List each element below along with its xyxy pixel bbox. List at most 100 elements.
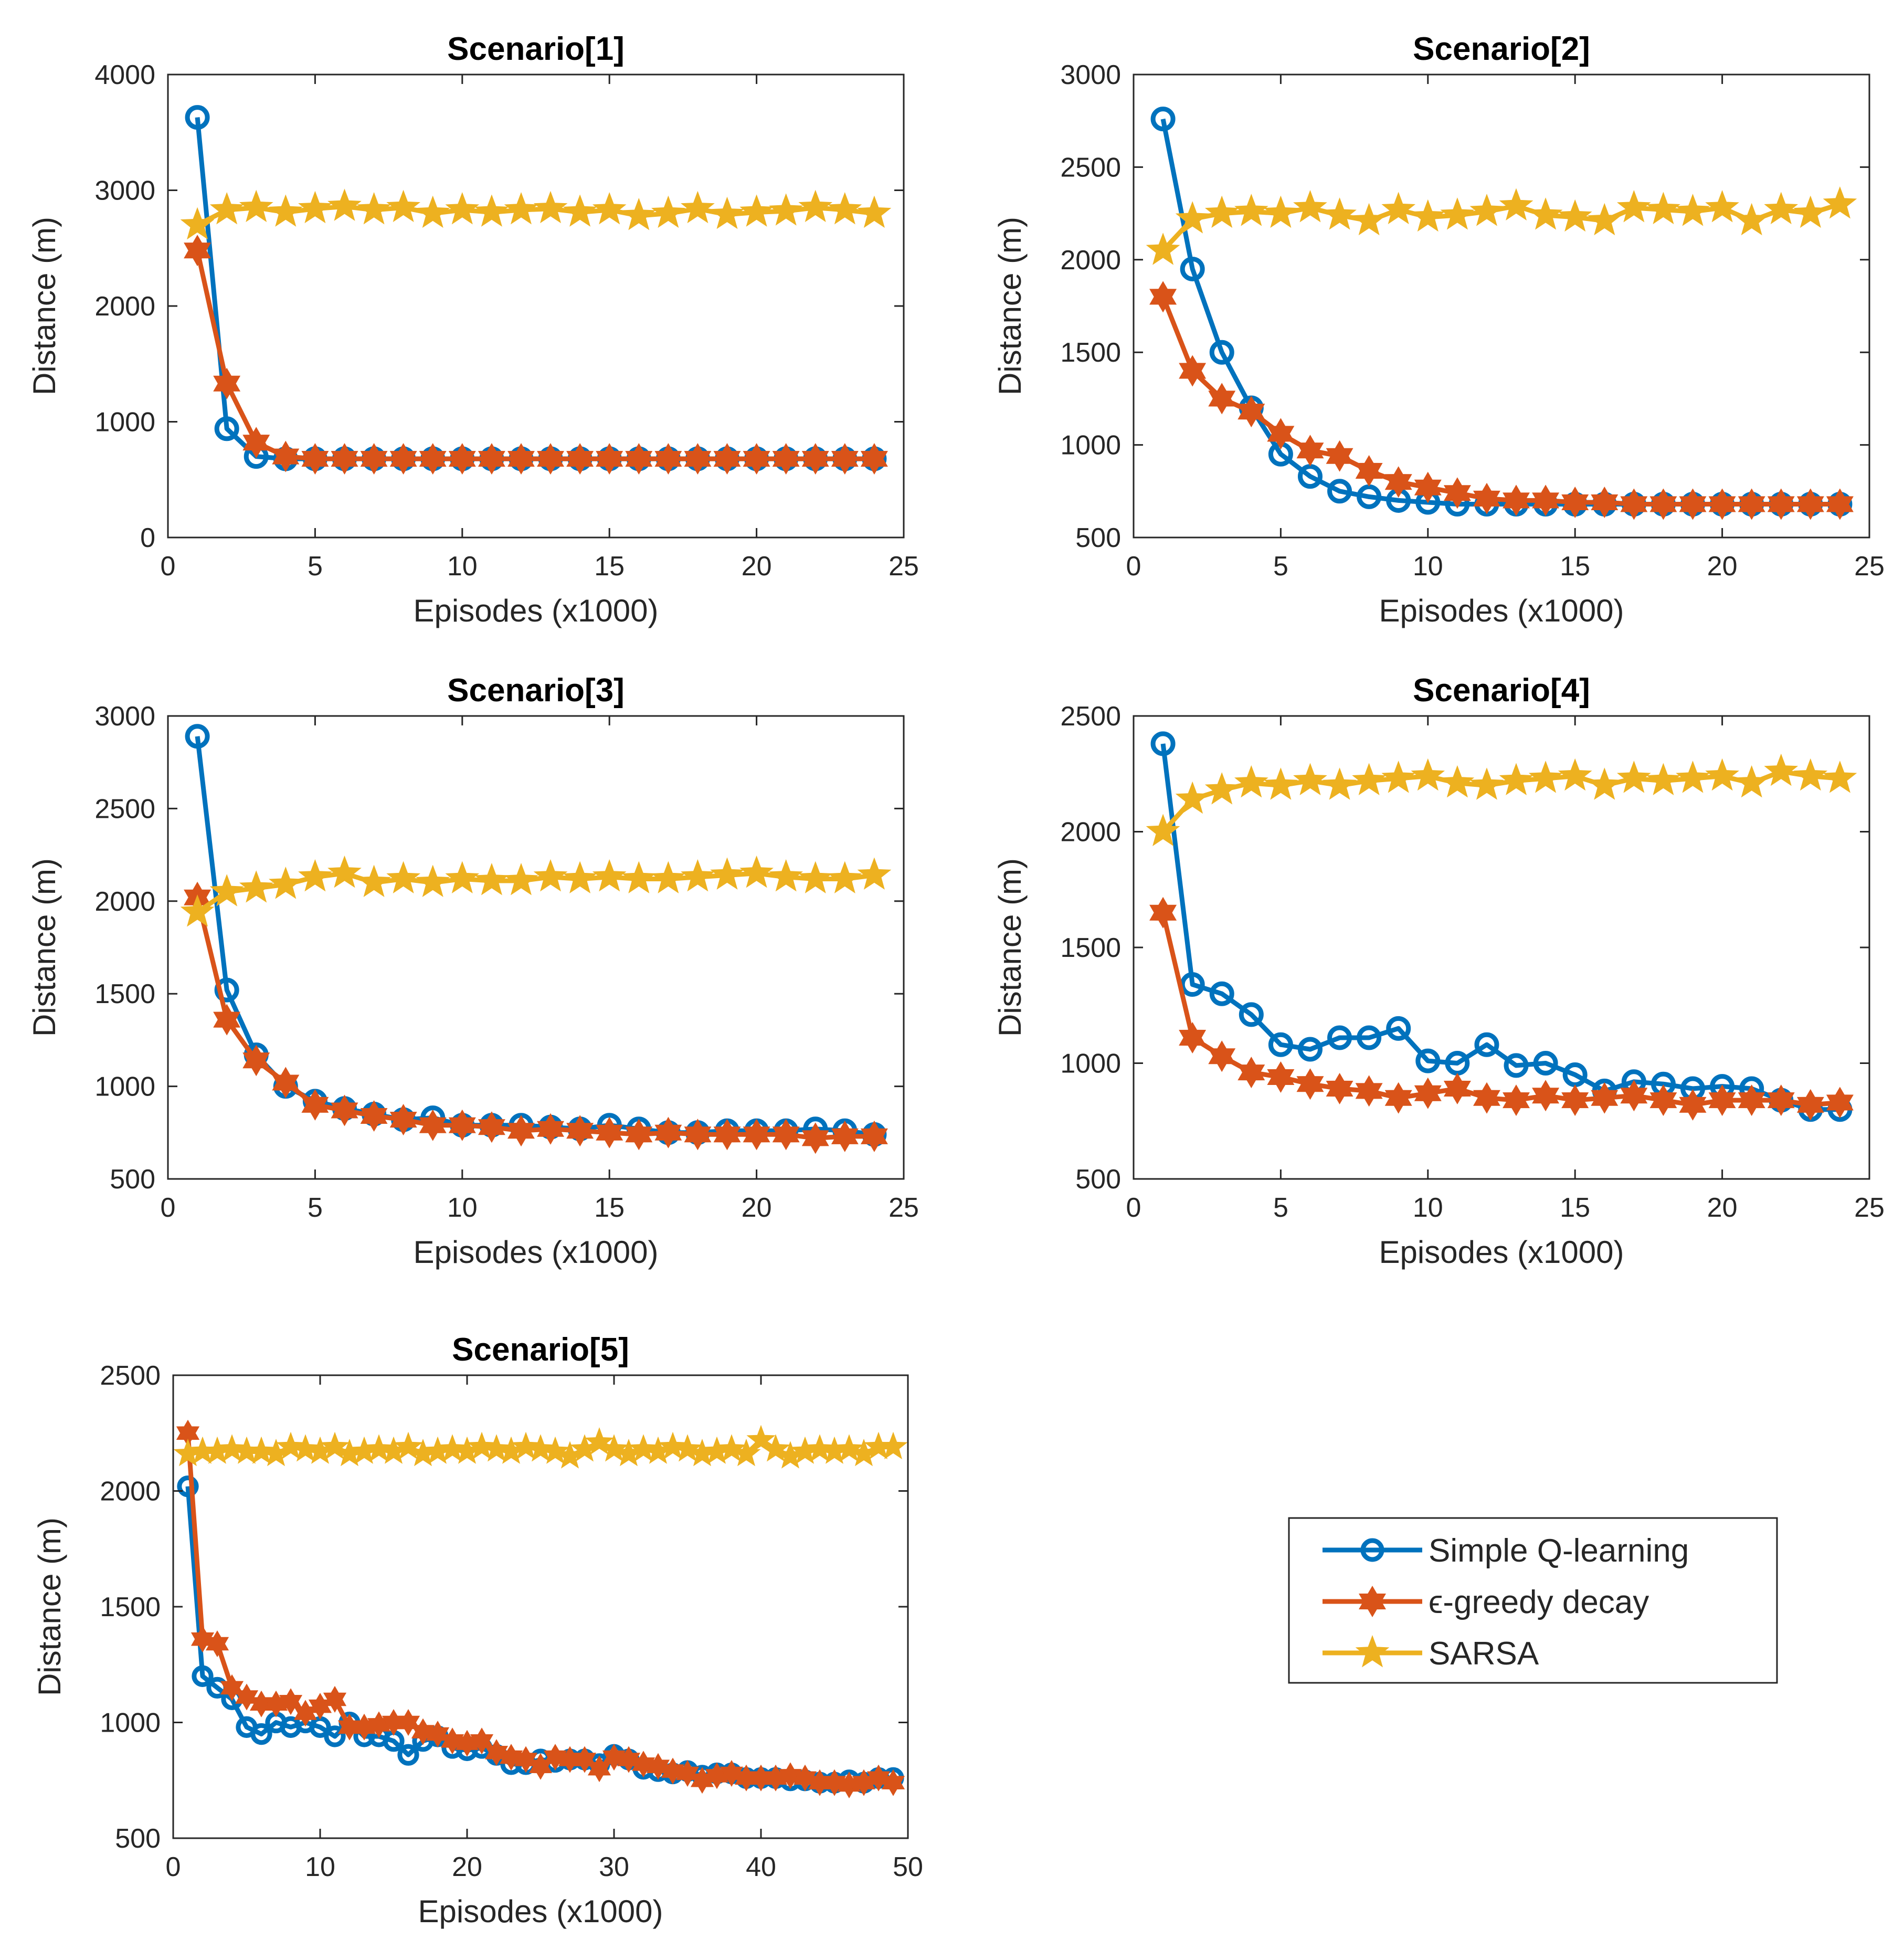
y-tick-label: 500 (1075, 523, 1121, 553)
x-tick-label: 0 (1126, 551, 1141, 582)
series-sarsa (180, 855, 892, 927)
data-point (1587, 203, 1622, 236)
data-point (1649, 488, 1677, 520)
y-tick-label: 2000 (100, 1477, 161, 1507)
y-tick-label: 1000 (1060, 430, 1121, 461)
y-tick-label: 1000 (1060, 1049, 1121, 1079)
data-point (394, 1431, 423, 1460)
x-axis-label: Episodes (x1000) (414, 1235, 659, 1270)
data-point (1175, 201, 1210, 234)
chart-2: 0 5 10 15 20 25 500 1000 1500 2000 2500 3000 Scenari… (992, 31, 1885, 628)
data-point (687, 1439, 717, 1467)
data-point (250, 1723, 272, 1745)
data-point (681, 859, 715, 892)
data-point (272, 1067, 300, 1099)
data-point (651, 195, 685, 228)
data-point (1708, 1084, 1736, 1116)
series-greedy-decay (1149, 897, 1854, 1121)
y-tick-label: 2500 (100, 1361, 161, 1391)
data-point (1705, 758, 1739, 791)
series-line (1160, 743, 1840, 1112)
data-point (1443, 1073, 1471, 1104)
data-point (305, 1436, 335, 1464)
data-point (232, 1436, 261, 1464)
data-point (1267, 1061, 1295, 1093)
data-point (1146, 233, 1180, 265)
legend: Simple Q-learning ϵ-greedy decay SARSA (1288, 1517, 1778, 1684)
data-point (713, 1119, 741, 1151)
data-point (629, 1434, 658, 1462)
data-point (1561, 487, 1589, 518)
data-point (654, 1116, 682, 1148)
data-point (831, 443, 859, 475)
data-point (408, 1439, 438, 1467)
data-point (1357, 1025, 1382, 1050)
data-point (1533, 1051, 1558, 1076)
data-point (675, 1760, 700, 1787)
axes-box (1133, 73, 1870, 539)
data-point (761, 1434, 790, 1462)
y-axis-label: Distance (m) (27, 858, 62, 1037)
data-point (357, 865, 391, 897)
data-point (1264, 767, 1298, 800)
data-point (1381, 192, 1416, 225)
data-point (1499, 188, 1533, 220)
data-point (188, 1436, 217, 1464)
data-point (298, 191, 332, 224)
data-point (772, 443, 800, 475)
x-tick-label: 0 (1126, 1193, 1141, 1223)
data-point (717, 1434, 746, 1462)
plots: 0 5 10 15 20 2501000200030004000Scenario[1]Ep… (27, 31, 1885, 1929)
data-point (324, 1725, 346, 1747)
data-point (732, 1439, 761, 1467)
data-point (1499, 763, 1533, 795)
x-tick-label: 10 (447, 551, 478, 582)
data-point (743, 1119, 770, 1151)
data-point (1705, 190, 1739, 223)
data-point (834, 1434, 864, 1462)
data-point (1150, 731, 1176, 756)
data-point (269, 867, 303, 899)
data-point (1293, 190, 1327, 223)
chart-5: 0 10 20 30 40 50 500 1000 1500 2000 2500 Scenario[5… (32, 1332, 923, 1929)
series-greedy-decay (1149, 281, 1854, 520)
data-point (514, 1746, 538, 1773)
data-point (1267, 418, 1295, 450)
x-tick-label: 10 (1413, 551, 1443, 582)
chart-4: 0 5 10 15 20 25 500 1000 1500 2000 2500 Scenario[4]… (992, 672, 1885, 1270)
data-point (276, 1431, 305, 1460)
data-point (596, 1116, 623, 1148)
data-point (1558, 758, 1592, 791)
data-point (592, 192, 627, 225)
y-tick-label: 2000 (94, 291, 155, 322)
data-point (1209, 981, 1234, 1006)
data-point (643, 1436, 673, 1464)
data-point (320, 1431, 350, 1460)
data-point (1384, 466, 1412, 498)
data-point (879, 1431, 908, 1460)
data-point (504, 192, 538, 225)
data-point (1352, 203, 1386, 236)
data-point (301, 1089, 329, 1121)
y-tick-label: 1500 (1060, 338, 1121, 368)
data-point (1767, 488, 1795, 520)
x-axis-label: Episodes (x1000) (414, 593, 659, 628)
data-point (860, 1120, 888, 1152)
data-point (860, 443, 888, 475)
data-point (563, 861, 597, 893)
data-point (180, 894, 215, 927)
data-point (1646, 763, 1680, 795)
plot-area (1134, 75, 1869, 537)
data-point (1503, 484, 1530, 517)
data-point (625, 443, 653, 475)
data-point (1208, 383, 1236, 415)
data-point (1473, 1082, 1500, 1114)
data-point (327, 855, 362, 888)
data-point (419, 1109, 447, 1141)
data-point (291, 1434, 320, 1462)
data-point (537, 1113, 564, 1145)
legend-entry-epsilon-greedy-decay: ϵ-greedy decay (1323, 1584, 1649, 1620)
data-point (805, 1434, 834, 1462)
data-point (176, 1419, 200, 1447)
